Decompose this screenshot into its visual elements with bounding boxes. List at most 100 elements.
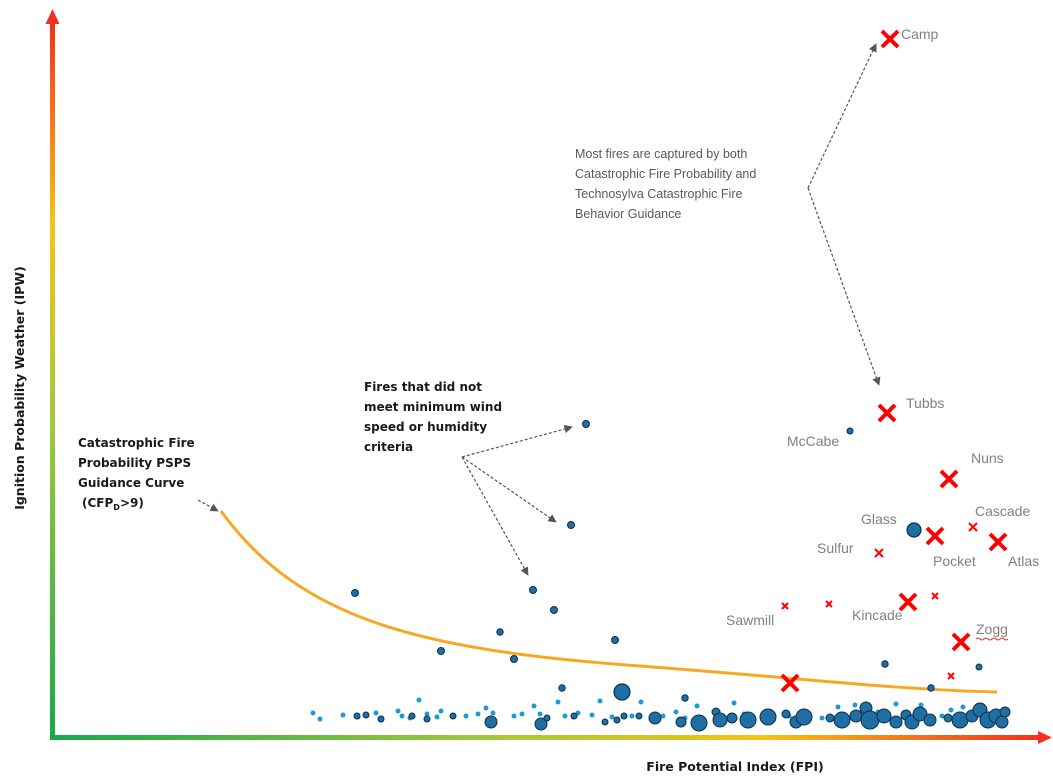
data-point [310, 710, 316, 716]
fire-label-atlas: Atlas [1008, 553, 1039, 569]
fire-label-tubbs: Tubbs [906, 395, 944, 411]
data-point [484, 715, 498, 729]
data-point [825, 713, 835, 723]
fire-marker [931, 592, 939, 600]
x-axis-arrow [1038, 731, 1052, 744]
data-point [881, 660, 889, 668]
fire-marker [781, 602, 789, 610]
not-met-arrows [461, 424, 573, 576]
curve-label: Catastrophic Fire Probability PSPS Guida… [78, 436, 195, 512]
curve-label-line-3: Guidance Curve [78, 476, 184, 490]
fire-marker [877, 403, 897, 423]
fire-label-nuns: Nuns [971, 450, 1004, 466]
data-point [519, 711, 525, 717]
data-point [582, 420, 590, 428]
fire-marker [939, 469, 959, 489]
data-point [833, 711, 851, 729]
data-point [918, 702, 924, 708]
captured-arrows [807, 43, 881, 386]
data-point [923, 713, 937, 727]
fire-marker [880, 29, 900, 49]
not-met-line-4: criteria [364, 440, 413, 454]
data-point [835, 704, 841, 710]
data-point [353, 712, 361, 720]
y-axis-title: Ignition Probability Weather (IPW) [12, 266, 27, 510]
data-point [609, 714, 615, 720]
data-point [681, 694, 689, 702]
fire-marker [825, 600, 833, 608]
data-point [819, 715, 825, 721]
captured-annotation: Most fires are captured by both Catastro… [575, 147, 756, 221]
data-point [434, 714, 440, 720]
x-axis-line [52, 735, 1040, 740]
data-point [675, 716, 687, 728]
data-point [437, 647, 445, 655]
data-point [951, 711, 969, 729]
data-point [712, 712, 728, 728]
data-point [317, 716, 323, 722]
fire-marker [988, 532, 1008, 552]
data-point [537, 711, 543, 717]
data-point [531, 703, 537, 709]
data-point [995, 715, 1009, 729]
data-point [416, 697, 422, 703]
fire-marker [968, 522, 978, 532]
data-point [852, 702, 858, 708]
data-point [860, 710, 880, 730]
fire-label-pocket: Pocket [933, 553, 976, 569]
curve-label-line-4: (CFPD>9) [82, 496, 144, 512]
curve-label-line-1: Catastrophic Fire [78, 436, 195, 450]
data-point [424, 711, 430, 717]
data-point [490, 710, 496, 716]
data-point [726, 712, 738, 724]
data-point [562, 713, 568, 719]
data-point [613, 716, 621, 724]
data-point [589, 712, 595, 718]
data-point [511, 713, 517, 719]
fire-marker [947, 672, 955, 680]
fire-label-glass: Glass [861, 511, 897, 527]
guidance-curve [219, 510, 998, 694]
data-point [876, 708, 892, 724]
fire-marker [898, 592, 918, 612]
not-met-annotation: Fires that did not meet minimum wind spe… [364, 380, 502, 454]
fire-label-sawmill: Sawmill [726, 612, 774, 628]
curve-label-arrow [197, 499, 219, 512]
fire-marker [925, 526, 945, 546]
data-point [399, 713, 405, 719]
data-point [893, 701, 899, 707]
data-point [550, 606, 558, 614]
zogg-underline [975, 637, 1009, 641]
captured-line-1: Most fires are captured by both [575, 147, 747, 161]
captured-line-3: Technosylva Catastrophic Fire [575, 187, 742, 201]
curve-label-line-2: Probability PSPS [78, 456, 191, 470]
data-point [731, 700, 737, 706]
data-point [438, 708, 444, 714]
fire-marker [874, 548, 884, 558]
data-point [694, 703, 700, 709]
not-met-line-3: speed or humidity [364, 420, 487, 434]
data-point [395, 708, 401, 714]
y-axis-arrow [45, 9, 60, 24]
data-point [846, 427, 854, 435]
data-point [529, 586, 537, 594]
data-point [975, 663, 983, 671]
data-point [629, 713, 635, 719]
not-met-line-2: meet minimum wind [364, 400, 502, 414]
data-point [570, 712, 578, 720]
data-point [739, 711, 757, 729]
data-point [362, 711, 370, 719]
data-point [690, 714, 708, 732]
data-point [601, 718, 609, 726]
captured-line-2: Catastrophic Fire Probability and [575, 167, 756, 181]
x-axis-title: Fire Potential Index (FPI) [646, 759, 823, 774]
fire-label-mccabe: McCabe [787, 433, 839, 449]
fire-label-kincade: Kincade [852, 607, 903, 623]
data-point [620, 712, 628, 720]
data-point [943, 713, 953, 723]
data-point [483, 705, 489, 711]
data-point [759, 708, 777, 726]
data-point [475, 711, 481, 717]
fire-markers [780, 29, 1008, 693]
